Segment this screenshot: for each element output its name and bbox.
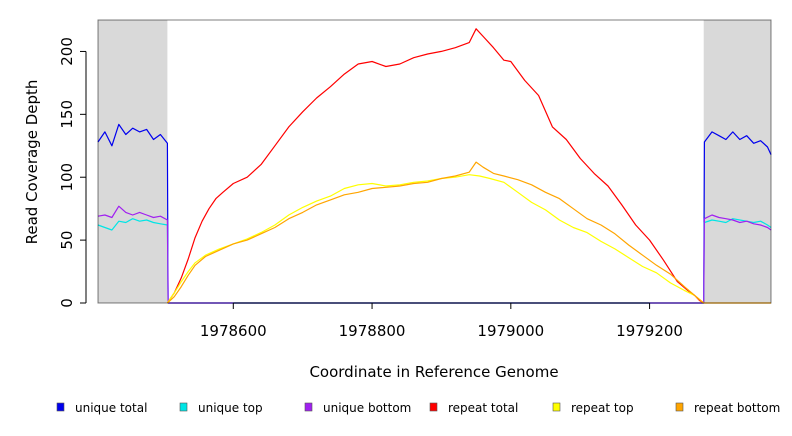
x-axis-label: Coordinate in Reference Genome (309, 363, 558, 381)
series-lines (97, 28, 772, 304)
y-tick-label-100: 100 (58, 163, 76, 192)
shaded-region-0 (98, 20, 168, 303)
y-tick-label-150: 150 (58, 100, 76, 129)
series-line-unique-total (97, 123, 772, 304)
series-line-unique-bottom (97, 205, 772, 304)
legend-label-repeat-bottom: repeat bottom (694, 401, 780, 415)
legend: unique total unique top unique bottom repea… (56, 401, 780, 415)
x-tick-label-1978800: 1978800 (339, 322, 406, 340)
legend-swatch-repeat-top (552, 402, 561, 412)
x-tick-label-1979200: 1979200 (616, 322, 683, 340)
series-line-repeat-top (166, 174, 705, 304)
legend-label-unique-total: unique total (75, 401, 147, 415)
series-line-repeat-bottom (166, 161, 771, 304)
series-line-unique-top (97, 218, 772, 304)
legend-swatch-unique-bottom (304, 402, 313, 412)
legend-label-unique-top: unique top (198, 401, 263, 415)
series-line-repeat-total (166, 28, 705, 304)
legend-label-unique-bottom: unique bottom (323, 401, 411, 415)
legend-swatch-unique-top (179, 402, 188, 412)
legend-swatch-repeat-bottom (675, 402, 684, 412)
shaded-region-1 (703, 20, 771, 303)
y-axis-label: Read Coverage Depth (23, 80, 41, 245)
x-tick-label-1979000: 1979000 (477, 322, 544, 340)
legend-label-repeat-total: repeat total (448, 401, 518, 415)
y-tick-label-200: 200 (58, 37, 76, 66)
y-axis: 0 50 100 150 200 (58, 37, 87, 308)
legend-swatch-repeat-total (429, 402, 438, 412)
x-tick-label-1978600: 1978600 (200, 322, 267, 340)
y-tick-label-0: 0 (58, 298, 76, 308)
legend-swatch-unique-total (56, 402, 65, 412)
y-tick-label-50: 50 (58, 231, 76, 250)
shaded-regions (98, 20, 771, 303)
x-axis: 1978600 1978800 1979000 1979200 (200, 302, 683, 340)
legend-label-repeat-top: repeat top (571, 401, 634, 415)
